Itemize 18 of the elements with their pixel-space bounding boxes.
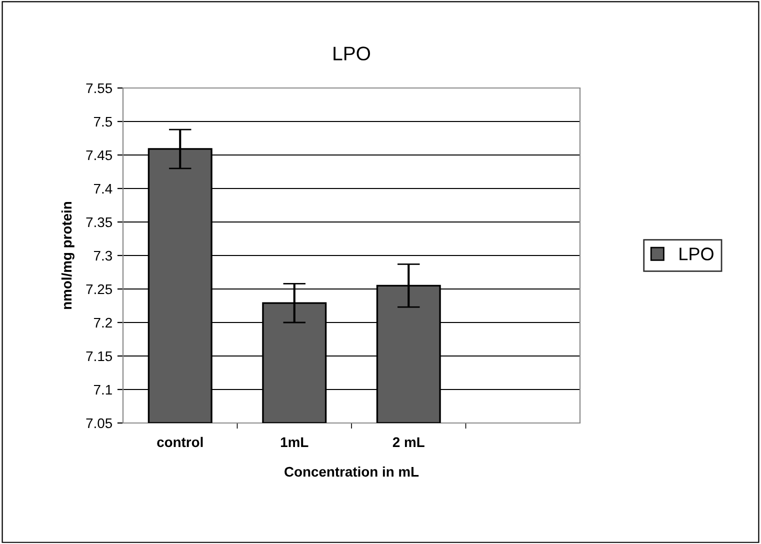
y-tick-label: 7.55 [86, 83, 112, 94]
x-axis-title: Concentration in mL [284, 466, 419, 477]
y-tick-label: 7.05 [86, 418, 112, 428]
legend-label: LPO [680, 248, 714, 260]
y-tick-label: 7.1 [94, 384, 112, 395]
x-tick-label: control [157, 436, 203, 448]
x-tick-label: 1mL [280, 437, 308, 447]
y-tick-label: 7.15 [86, 351, 112, 362]
y-tick-label: 7.4 [94, 184, 112, 194]
y-tick-label: 7.45 [86, 150, 112, 160]
y-tick-label: 7.25 [86, 284, 112, 294]
y-tick-label: 7.2 [94, 318, 112, 328]
x-tick-label: 2 mL [392, 437, 424, 447]
chart-title: LPO [334, 46, 370, 60]
y-tick-label: 7.5 [94, 116, 112, 127]
y-axis-title: nmol/mg protein [61, 202, 74, 309]
y-tick-label: 7.3 [94, 250, 112, 261]
y-tick-label: 7.35 [86, 217, 112, 228]
